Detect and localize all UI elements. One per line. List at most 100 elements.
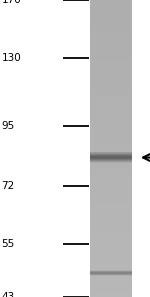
Bar [90,163,132,167]
Bar [90,219,132,223]
Bar [90,59,132,63]
Bar [90,211,132,215]
Bar [90,245,132,249]
Bar [90,52,132,56]
Text: 130: 130 [2,53,21,63]
Bar [90,74,132,78]
Bar [90,155,132,156]
Bar [90,171,132,175]
Bar [90,152,132,156]
Bar [90,275,132,279]
Bar [90,274,132,275]
Bar [90,293,132,297]
Bar [90,178,132,182]
Bar [90,161,132,162]
Bar [90,260,132,264]
Bar [90,275,132,276]
Text: 95: 95 [2,121,15,131]
Bar [90,37,132,41]
Bar [90,273,132,274]
Bar [90,41,132,45]
Bar [90,252,132,256]
Bar [90,134,132,137]
Text: 55: 55 [2,239,15,249]
Bar [90,215,132,219]
Bar [90,264,132,267]
Bar [90,130,132,134]
Bar [90,148,132,152]
Bar [90,197,132,200]
Bar [90,67,132,71]
Bar [90,122,132,126]
Bar [90,152,132,153]
Bar [90,279,132,282]
Text: 170: 170 [2,0,21,5]
Bar [90,22,132,26]
Bar [90,0,132,4]
Bar [90,156,132,160]
Bar [90,157,132,158]
Bar [90,186,132,189]
Bar [90,86,132,89]
Bar [90,89,132,93]
Bar [90,119,132,122]
Bar [90,290,132,293]
Bar [90,270,132,271]
Bar [90,97,132,100]
Bar [90,4,132,7]
Bar [90,153,132,154]
Bar [90,276,132,277]
Bar [90,160,132,163]
Bar [90,267,132,271]
Bar [90,15,132,18]
Bar [90,93,132,97]
Bar [90,271,132,275]
Bar [90,230,132,234]
Bar [90,241,132,245]
Bar [90,208,132,212]
Bar [90,11,132,15]
Bar [90,63,132,67]
Bar [90,18,132,22]
Bar [90,249,132,252]
Bar [90,182,132,186]
Bar [90,145,132,148]
Bar [90,141,132,145]
Bar [90,234,132,238]
Bar [90,160,132,161]
Bar [90,104,132,108]
Bar [90,137,132,141]
Bar [90,48,132,52]
Bar [90,154,132,155]
Bar [90,238,132,241]
Bar [90,78,132,82]
Bar [90,30,132,34]
Bar [90,159,132,160]
Bar [90,45,132,48]
Bar [90,100,132,104]
Bar [90,223,132,227]
Bar [90,126,132,130]
Bar [90,82,132,86]
Bar [90,271,132,272]
Bar [90,167,132,171]
Text: 43: 43 [2,292,15,297]
Bar [90,71,132,74]
Bar [90,108,132,111]
Bar [90,286,132,290]
Bar [90,156,132,157]
Bar [90,34,132,37]
Bar [90,256,132,260]
Bar [90,200,132,204]
Bar [90,162,132,163]
Bar [90,158,132,159]
Bar [90,189,132,193]
Bar [90,204,132,208]
Bar [90,26,132,30]
Bar [90,111,132,115]
Bar [90,193,132,197]
Bar [90,272,132,273]
Bar [90,282,132,286]
Bar [90,227,132,230]
Text: 72: 72 [2,181,15,191]
